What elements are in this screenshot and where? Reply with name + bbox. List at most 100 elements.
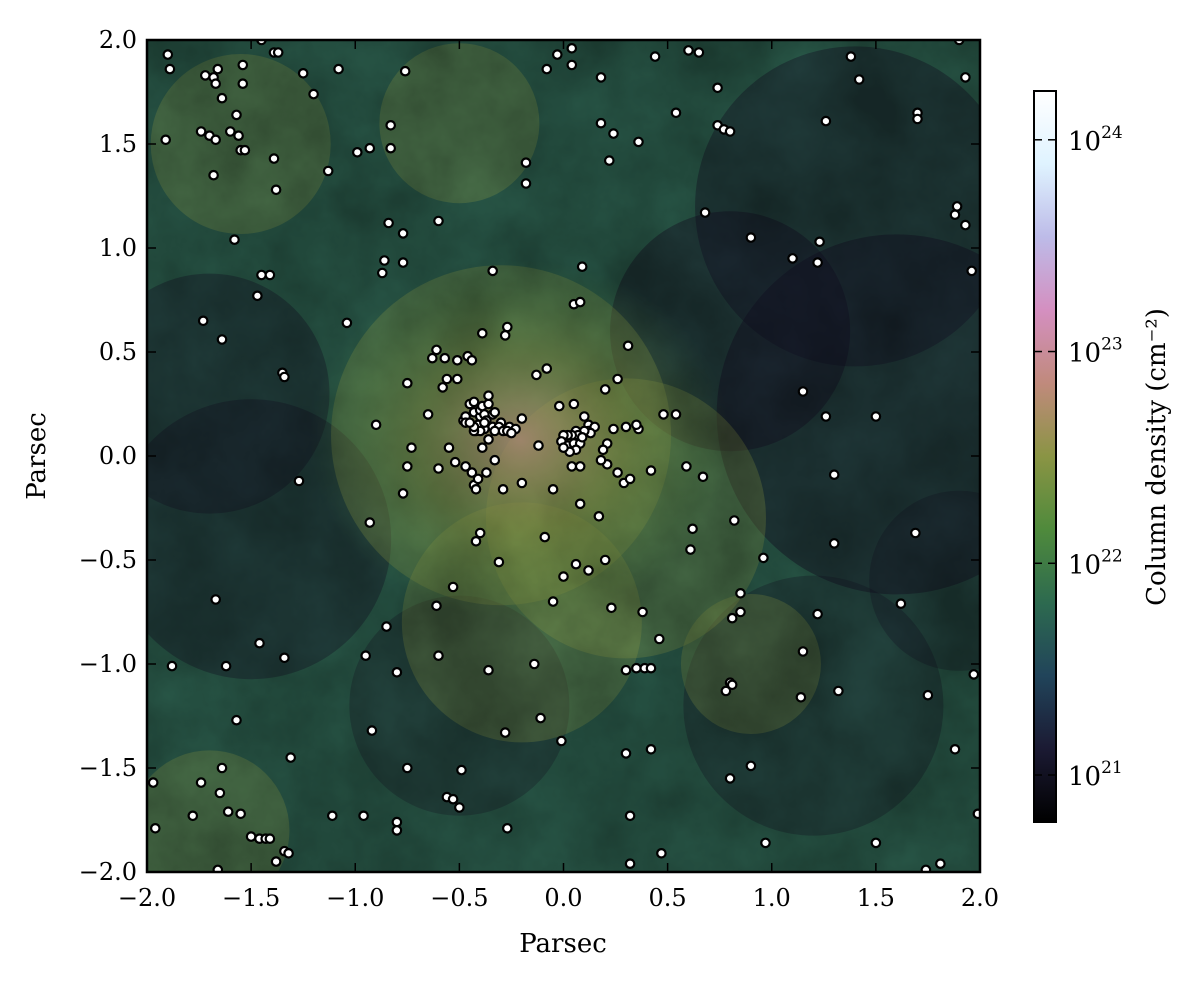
star-marker: [468, 396, 480, 408]
star-marker: [697, 471, 709, 483]
star-marker: [870, 411, 882, 422]
star-marker: [797, 386, 809, 397]
star-marker: [960, 72, 971, 83]
star-marker: [366, 725, 378, 736]
star-marker: [397, 488, 409, 499]
star-marker: [685, 544, 696, 555]
star-marker: [670, 107, 682, 119]
star-marker: [431, 344, 442, 356]
star-marker: [520, 178, 532, 189]
star-marker: [264, 269, 276, 281]
star-marker: [433, 463, 444, 474]
star-marker: [576, 431, 588, 443]
star-marker: [735, 587, 746, 599]
star-marker: [333, 63, 344, 75]
star-marker: [210, 78, 221, 89]
colorbar-gradient: [1033, 90, 1057, 823]
star-marker: [633, 136, 644, 148]
star-marker: [566, 59, 578, 71]
star-marker: [470, 535, 482, 547]
star-marker: [264, 833, 276, 844]
star-marker: [624, 858, 636, 869]
star-marker: [558, 442, 569, 453]
star-marker: [456, 764, 467, 776]
star-marker: [216, 92, 228, 104]
star-marker: [558, 571, 569, 582]
star-marker: [658, 409, 669, 420]
star-marker: [574, 461, 586, 472]
star-marker: [441, 373, 453, 385]
star-marker: [814, 236, 825, 248]
star-marker: [439, 352, 451, 364]
star-marker: [533, 440, 544, 451]
star-marker: [745, 760, 757, 772]
star-marker: [745, 232, 757, 243]
colorbar: 1021 1022 1023 1024 Column density (cm⁻²): [1033, 90, 1172, 823]
star-marker: [895, 598, 907, 609]
star-marker: [603, 155, 615, 166]
star-marker: [670, 409, 682, 420]
star-marker: [279, 371, 290, 383]
star-marker: [631, 662, 642, 674]
star-marker: [222, 806, 234, 817]
star-marker: [383, 217, 394, 229]
star-marker: [728, 515, 740, 526]
star-marker: [506, 427, 517, 439]
star-marker: [210, 134, 221, 146]
star-marker: [595, 117, 607, 129]
star-marker: [489, 406, 501, 418]
star-marker: [322, 165, 334, 177]
colorbar-tick-label: 1021: [1068, 758, 1123, 792]
star-marker: [150, 822, 161, 834]
star-marker: [541, 63, 553, 75]
star-marker: [483, 398, 494, 410]
star-marker: [820, 115, 832, 127]
star-marker: [620, 664, 632, 676]
star-marker: [476, 442, 488, 453]
star-marker: [499, 330, 511, 341]
star-marker: [787, 253, 798, 264]
star-marker: [606, 602, 617, 614]
star-marker: [214, 787, 226, 799]
star-marker: [472, 473, 484, 485]
star-marker: [147, 777, 159, 788]
star-marker: [489, 425, 501, 437]
x-tick-label: −2.0: [118, 884, 176, 912]
star-marker: [233, 130, 244, 141]
star-marker: [624, 810, 636, 822]
star-marker: [593, 510, 605, 522]
star-marker: [216, 334, 228, 345]
star-marker: [326, 810, 338, 822]
star-marker: [653, 633, 665, 645]
star-marker: [828, 469, 840, 480]
star-marker: [578, 411, 590, 422]
star-marker: [949, 743, 961, 755]
star-marker: [341, 317, 353, 329]
star-marker: [649, 51, 661, 62]
star-marker: [200, 70, 211, 81]
star-marker: [231, 714, 242, 726]
star-marker: [820, 411, 832, 422]
star-marker: [272, 47, 284, 58]
star-marker: [795, 691, 807, 703]
star-marker: [297, 68, 309, 79]
y-tick-label: 0.5: [99, 338, 137, 366]
star-marker: [845, 51, 857, 62]
star-marker: [620, 421, 632, 433]
star-marker: [681, 461, 692, 472]
x-tick-label: 0.5: [649, 884, 687, 912]
star-marker: [576, 261, 588, 272]
star-marker: [308, 88, 319, 100]
star-marker: [599, 384, 611, 395]
star-marker: [531, 369, 542, 381]
star-marker: [447, 581, 459, 593]
star-marker: [547, 483, 559, 495]
star-marker: [397, 257, 409, 268]
x-tick-label: 1.5: [857, 884, 895, 912]
colorbar-tick-label: 1022: [1068, 546, 1123, 580]
star-marker: [208, 169, 219, 181]
star-marker: [454, 802, 465, 813]
star-marker: [631, 419, 642, 431]
star-marker: [951, 201, 963, 212]
